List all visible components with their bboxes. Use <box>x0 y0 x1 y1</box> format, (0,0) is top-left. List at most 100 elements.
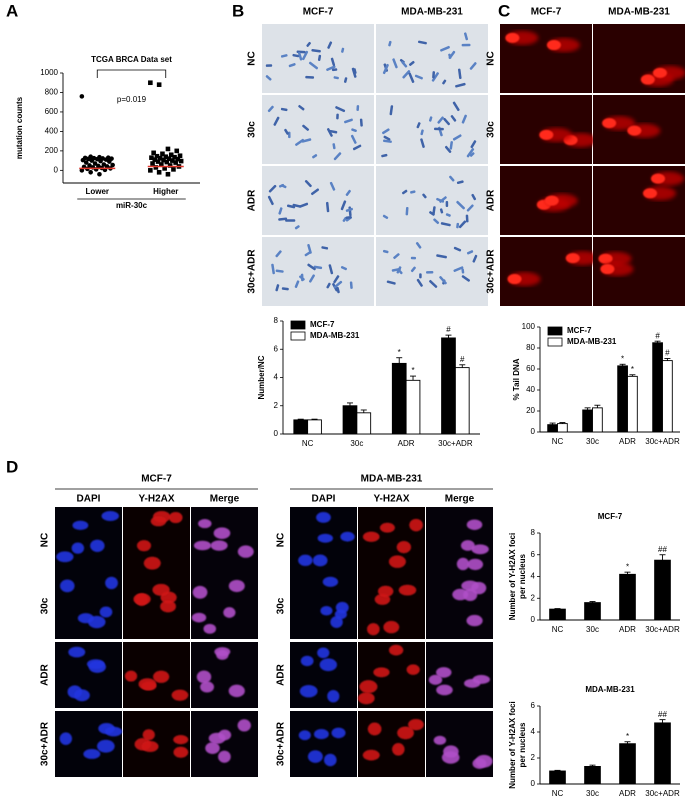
chromosome <box>298 104 305 111</box>
point <box>157 155 163 161</box>
nucleus <box>330 616 343 628</box>
nucleus <box>153 670 170 683</box>
chromosome <box>466 250 474 255</box>
chromosome <box>281 287 289 291</box>
chromosome <box>341 47 345 53</box>
chromosome <box>472 254 478 263</box>
row-label: 30c <box>40 597 51 614</box>
chromosome <box>335 106 346 113</box>
y-tick-label: 0 <box>531 615 536 624</box>
row-label: NC <box>486 51 497 65</box>
image-tile <box>55 642 122 708</box>
chromosome <box>428 116 433 122</box>
point <box>168 152 174 158</box>
row-label: 30c+ADR <box>40 721 51 766</box>
image-tile <box>262 95 374 164</box>
y-tick-label: 2 <box>531 593 536 602</box>
chromosome <box>383 135 391 141</box>
chromosome <box>311 48 321 53</box>
nucleus <box>223 607 236 618</box>
x-tick-label: 30c <box>586 625 599 634</box>
chromosome <box>312 154 318 159</box>
chromosome <box>408 60 415 66</box>
bar <box>654 722 671 785</box>
nucleus <box>99 606 113 618</box>
x-tick-label: 30c+ADR <box>438 439 473 448</box>
chromosome <box>344 118 353 124</box>
comet-head <box>651 173 666 184</box>
tile-background <box>262 24 374 93</box>
chromosome <box>275 269 284 273</box>
x-tick-label: Lower <box>85 187 109 196</box>
chromosome <box>442 79 447 85</box>
comet-head <box>602 118 617 129</box>
nucleus <box>60 579 75 593</box>
point <box>110 162 115 168</box>
chromosome <box>397 269 403 275</box>
point <box>178 158 184 164</box>
image-tile <box>593 166 685 235</box>
nucleus <box>322 576 339 587</box>
nucleus <box>83 749 101 759</box>
chromosome <box>329 129 338 134</box>
nucleus <box>105 576 118 590</box>
chromosome <box>306 41 311 47</box>
y-tick-label: 2 <box>274 401 279 410</box>
point <box>155 159 161 164</box>
nucleus <box>433 735 447 745</box>
nucleus <box>362 749 380 761</box>
chromosome <box>450 115 457 122</box>
row-label: ADR <box>247 189 258 211</box>
chromosome <box>336 113 339 120</box>
image-tile <box>262 24 374 93</box>
chromosome <box>392 58 398 69</box>
chromosome <box>267 195 274 206</box>
nucleus <box>313 728 329 740</box>
chromosome <box>345 189 351 197</box>
comet-head <box>643 188 658 199</box>
column-header: MCF-7 <box>531 7 562 18</box>
x-tick-label: NC <box>552 789 564 798</box>
image-tile <box>376 95 488 164</box>
x-tick-label: ADR <box>398 439 415 448</box>
nucleus <box>392 742 405 756</box>
chromosome <box>298 202 309 208</box>
nucleus <box>379 522 395 533</box>
row-label: 30c <box>247 121 258 138</box>
comet-head <box>598 253 613 264</box>
nucleus <box>428 674 443 685</box>
chromosome <box>273 116 280 126</box>
chromosome <box>343 77 348 83</box>
nucleus <box>74 689 90 702</box>
nucleus <box>101 511 119 522</box>
nucleus <box>193 540 212 551</box>
bar <box>652 342 663 433</box>
legend-swatch <box>290 331 306 341</box>
chromosome <box>401 61 408 68</box>
nucleus <box>237 545 254 558</box>
point <box>171 167 176 172</box>
nucleus <box>213 527 231 539</box>
row-label: 30c+ADR <box>247 249 258 294</box>
chromosome <box>321 246 329 250</box>
nucleus <box>152 583 170 596</box>
nucleus <box>406 664 420 675</box>
x-tick-label: NC <box>552 437 564 446</box>
nucleus <box>436 667 452 678</box>
chromosome <box>408 72 415 83</box>
nucleus <box>216 650 229 660</box>
bar <box>441 337 456 435</box>
chromosome <box>345 207 353 212</box>
tile-background <box>191 573 258 639</box>
chromosome <box>426 271 434 274</box>
image-tile <box>500 237 599 306</box>
bar-annotation: * <box>631 365 634 374</box>
nucleus <box>299 684 318 698</box>
chromosome <box>422 193 427 199</box>
nucleus <box>88 660 106 673</box>
nucleus <box>237 719 251 732</box>
point <box>173 160 178 165</box>
chromosome <box>417 40 427 45</box>
chromosome <box>388 40 392 47</box>
nucleus <box>317 533 333 543</box>
